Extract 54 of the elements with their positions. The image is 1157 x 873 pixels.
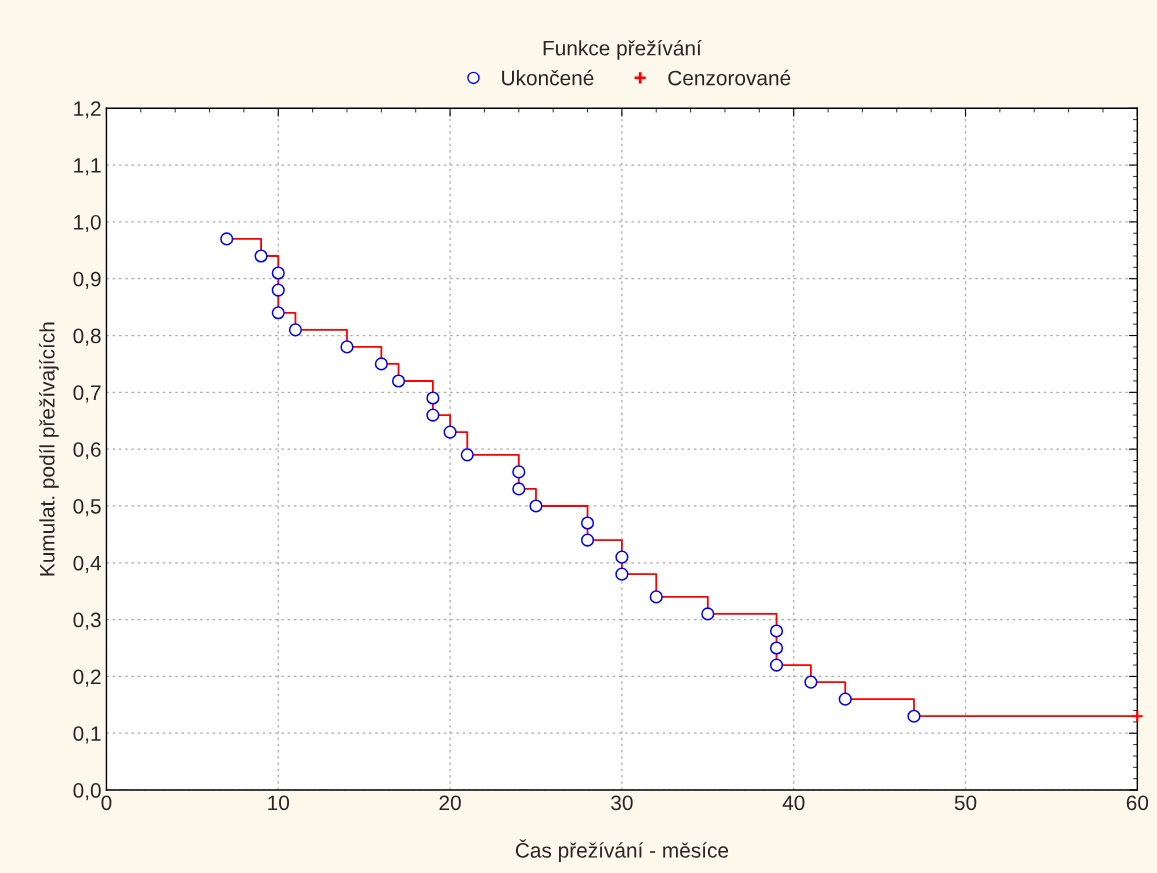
point	[271, 306, 285, 320]
point	[838, 692, 852, 706]
point	[1130, 709, 1144, 723]
y-tick-label: 0,6	[73, 442, 101, 460]
x-axis-title: Čas přežívání - měsíce	[515, 839, 729, 862]
point	[512, 465, 526, 479]
point	[804, 675, 818, 689]
legend-title: Funkce přežívání	[543, 40, 702, 60]
point	[580, 533, 595, 547]
point	[701, 607, 715, 621]
point	[288, 323, 303, 337]
y-tick-label: 0,2	[73, 669, 101, 687]
y-tick-label: 0,8	[73, 328, 101, 346]
y-tick-label: 0,7	[73, 385, 101, 403]
point	[443, 425, 457, 439]
point	[769, 658, 784, 672]
y-tick-label: 1,1	[74, 158, 101, 176]
legend-label: Ukončené	[502, 69, 594, 86]
y-tick-label: 0,9	[73, 271, 101, 289]
x-tick-label: 10	[268, 795, 290, 811]
y-tick-label: 0,4	[73, 555, 101, 574]
point	[391, 374, 406, 388]
y-tick-label: 0,3	[73, 612, 101, 630]
point	[649, 590, 663, 604]
point	[220, 232, 234, 246]
point	[340, 340, 354, 354]
point	[615, 550, 629, 564]
point	[512, 482, 526, 496]
point	[907, 709, 921, 723]
y-tick-label: 0,1	[73, 726, 101, 744]
legend-label: Cenzorované	[668, 69, 791, 86]
x-tick-label: 20	[439, 795, 461, 811]
point	[271, 283, 285, 297]
point	[580, 516, 595, 530]
point	[426, 408, 440, 422]
y-tick-label: 1,0	[74, 214, 101, 233]
point	[615, 567, 629, 581]
point	[254, 249, 268, 263]
point	[529, 499, 543, 513]
x-tick-label: 50	[954, 795, 977, 811]
point	[460, 448, 474, 462]
point	[769, 641, 784, 655]
point	[769, 624, 784, 638]
y-axis-title: Kumulat. podíl přežívajících	[39, 322, 59, 576]
point	[374, 357, 388, 371]
x-tick-label: 30	[611, 795, 633, 811]
point	[271, 266, 285, 280]
y-tick-label: 0,5	[73, 498, 101, 517]
x-tick-label: 0	[101, 795, 112, 811]
y-tick-label: 0,0	[73, 783, 101, 801]
y-tick-label: 1,2	[74, 101, 101, 119]
point	[426, 391, 440, 405]
x-tick-label: 40	[782, 795, 805, 811]
x-tick-label: 60	[1126, 795, 1149, 811]
